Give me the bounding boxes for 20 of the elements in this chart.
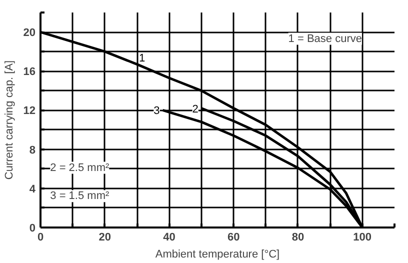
y-tick-label: 8: [29, 144, 36, 156]
x-tick-label: 80: [292, 232, 304, 244]
x-tick-label: 100: [353, 232, 372, 244]
x-tick-label: 20: [98, 232, 111, 244]
y-tick-label: 4: [29, 183, 36, 196]
annotation: 1 = Base curve: [288, 32, 362, 45]
x-tick-label: 60: [227, 232, 240, 244]
annotation: 3 = 1.5 mm²: [50, 190, 110, 202]
series-label: 1: [139, 52, 146, 64]
y-tick-label: 12: [23, 105, 36, 118]
y-tick-label: 16: [23, 66, 36, 78]
y-tick-label: 20: [23, 27, 36, 40]
x-tick-label: 0: [37, 232, 44, 244]
annotation: 2 = 2.5 mm²: [50, 162, 110, 174]
series-label: 3: [154, 105, 160, 118]
series-label: 2: [192, 103, 198, 116]
x-tick-label: 40: [163, 232, 176, 244]
y-axis-title: Current carrying cap. [A]: [3, 60, 16, 180]
x-axis-title: Ambient temperature [°C]: [155, 248, 280, 260]
y-tick-label: 0: [29, 222, 36, 234]
